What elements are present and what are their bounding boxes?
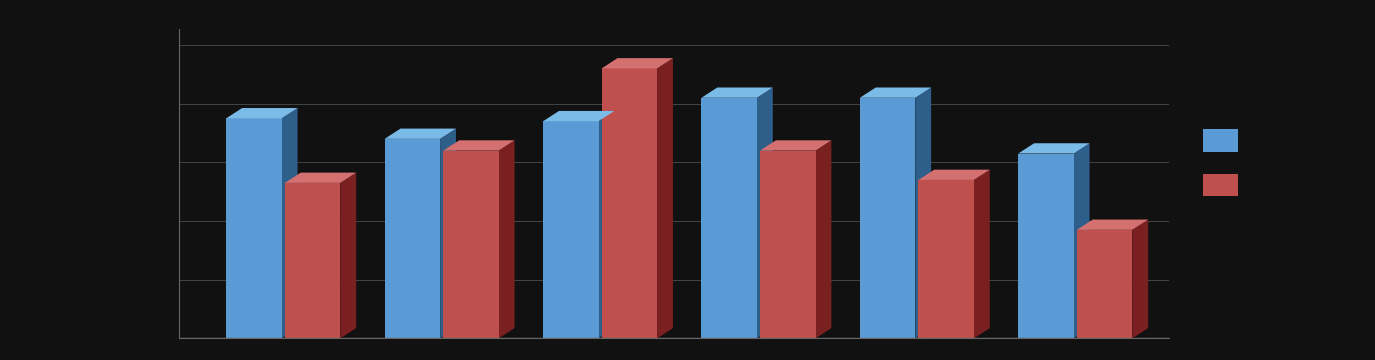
Polygon shape [440, 129, 456, 338]
Bar [1203, 174, 1238, 196]
Polygon shape [918, 170, 990, 180]
Bar [1019, 153, 1074, 338]
Polygon shape [443, 140, 514, 150]
Bar [385, 139, 440, 338]
Polygon shape [657, 58, 672, 338]
Polygon shape [974, 170, 990, 338]
Bar [285, 183, 341, 338]
Bar [1077, 230, 1133, 338]
Bar [602, 68, 657, 338]
Bar [760, 150, 815, 338]
Polygon shape [815, 140, 832, 338]
Polygon shape [760, 140, 832, 150]
Polygon shape [385, 129, 457, 139]
Polygon shape [543, 111, 615, 121]
Bar [227, 118, 282, 338]
Polygon shape [227, 108, 297, 118]
Bar [859, 98, 916, 338]
Polygon shape [282, 108, 297, 338]
Bar [443, 150, 499, 338]
Polygon shape [598, 111, 615, 338]
Polygon shape [1077, 220, 1148, 230]
Bar [1203, 130, 1238, 152]
Polygon shape [602, 58, 672, 68]
Bar [543, 121, 598, 338]
Polygon shape [756, 87, 773, 338]
Polygon shape [285, 172, 356, 183]
Polygon shape [1019, 143, 1089, 153]
Polygon shape [499, 140, 514, 338]
Polygon shape [341, 172, 356, 338]
Polygon shape [1074, 143, 1089, 338]
Bar [918, 180, 973, 338]
Polygon shape [701, 87, 773, 98]
Polygon shape [916, 87, 931, 338]
Bar [701, 98, 756, 338]
Polygon shape [1133, 220, 1148, 338]
Polygon shape [859, 87, 931, 98]
